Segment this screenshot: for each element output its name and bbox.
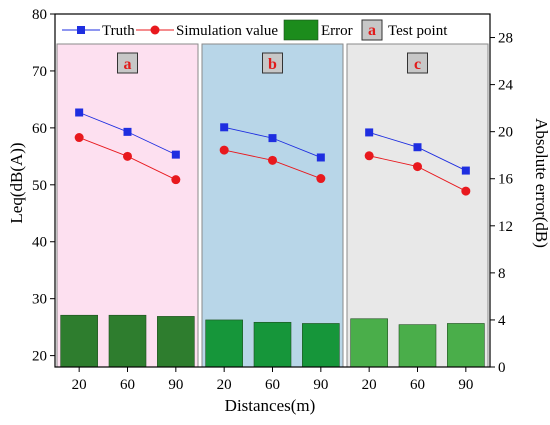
y-right-tick-label: 20 bbox=[498, 125, 513, 141]
error-bar bbox=[60, 314, 98, 368]
x-tick-label: 90 bbox=[168, 377, 183, 393]
y-left-tick-label: 30 bbox=[32, 292, 47, 308]
simulation-point bbox=[461, 186, 471, 196]
y-right-tick-label: 16 bbox=[498, 172, 514, 188]
y-right-tick-label: 28 bbox=[498, 31, 513, 47]
y-axis-left-label: Leq(dB(A)) bbox=[7, 142, 26, 223]
legend-error-swatch bbox=[283, 19, 319, 41]
series-lines bbox=[74, 108, 471, 196]
error-bar bbox=[108, 314, 147, 368]
y-axis-right-label: Absolute error(dB) bbox=[532, 118, 550, 248]
y-right-tick-label: 12 bbox=[498, 219, 513, 235]
error-bar bbox=[253, 321, 292, 368]
error-bar bbox=[157, 316, 195, 368]
y-right-tick-label: 24 bbox=[498, 78, 514, 94]
y-left-tick-label: 70 bbox=[32, 64, 47, 80]
panel-badge-label: b bbox=[268, 56, 277, 73]
truth-point bbox=[75, 108, 84, 117]
x-tick-label: 20 bbox=[362, 377, 377, 393]
x-tick-label: 60 bbox=[410, 377, 425, 393]
legend-testpoint-swatch bbox=[361, 19, 383, 41]
panel-badge-label: c bbox=[414, 56, 421, 73]
y-right-tick-label: 0 bbox=[498, 360, 506, 376]
truth-point bbox=[413, 143, 422, 152]
error-bar bbox=[302, 323, 340, 368]
panel-badges: a b c bbox=[117, 52, 428, 74]
simulation-point bbox=[316, 174, 326, 184]
truth-point bbox=[220, 123, 229, 132]
x-tick-label: 60 bbox=[265, 377, 280, 393]
legend-testpoint-letter: a bbox=[368, 22, 376, 39]
x-tick-label: 90 bbox=[313, 377, 328, 393]
plot-frame bbox=[54, 13, 491, 368]
x-tick-label: 20 bbox=[72, 377, 87, 393]
axes: 20 60 90 20 60 90 20 60 90 20 30 40 50 60 70 80 0 4 8 12 16 2… bbox=[32, 7, 514, 393]
truth-point bbox=[123, 127, 132, 136]
y-left-tick-label: 80 bbox=[32, 7, 47, 23]
error-bar bbox=[205, 319, 243, 368]
legend-truth-label: Truth bbox=[102, 23, 135, 39]
legend-error-label: Error bbox=[321, 23, 353, 39]
panel-badge-box bbox=[407, 52, 428, 74]
legend-testpoint-label: Test point bbox=[388, 23, 448, 39]
panel-backgrounds bbox=[56, 43, 489, 368]
y-right-tick-label: 4 bbox=[498, 313, 506, 329]
panel-badge-box bbox=[117, 52, 138, 74]
truth-point bbox=[268, 134, 277, 143]
panel-badge-label: a bbox=[124, 56, 132, 73]
panel-background-c bbox=[346, 43, 489, 368]
truth-point bbox=[171, 150, 180, 159]
simulation-point bbox=[413, 162, 422, 172]
truth-point bbox=[316, 153, 325, 162]
panel-background-a bbox=[56, 43, 199, 368]
x-axis-label: Distances(m) bbox=[225, 396, 316, 415]
y-left-tick-label: 40 bbox=[32, 235, 47, 251]
error-bar bbox=[350, 318, 388, 368]
y-right-tick-label: 8 bbox=[498, 266, 506, 282]
simulation-point bbox=[364, 151, 374, 161]
panel-badge-box bbox=[262, 52, 283, 74]
x-tick-label: 20 bbox=[217, 377, 232, 393]
y-left-tick-label: 50 bbox=[32, 178, 47, 194]
simulation-point bbox=[171, 175, 181, 185]
simulation-point bbox=[219, 145, 229, 155]
legend-truth-marker bbox=[77, 26, 85, 34]
y-left-tick-label: 60 bbox=[32, 121, 47, 137]
legend-simulation-marker bbox=[150, 25, 160, 35]
truth-point bbox=[365, 128, 374, 137]
simulation-point bbox=[123, 151, 132, 161]
simulation-point bbox=[74, 133, 84, 143]
simulation-point bbox=[268, 155, 277, 165]
panel-background-b bbox=[201, 43, 344, 368]
y-left-tick-label: 20 bbox=[32, 349, 47, 365]
legend: Truth Simulation value Error a Test point bbox=[62, 19, 448, 41]
legend-simulation-label: Simulation value bbox=[176, 23, 278, 39]
error-bar bbox=[447, 323, 485, 368]
error-bars bbox=[60, 314, 485, 368]
x-tick-label: 90 bbox=[458, 377, 473, 393]
truth-point bbox=[461, 166, 470, 175]
error-bar bbox=[398, 324, 437, 368]
x-tick-label: 60 bbox=[120, 377, 135, 393]
